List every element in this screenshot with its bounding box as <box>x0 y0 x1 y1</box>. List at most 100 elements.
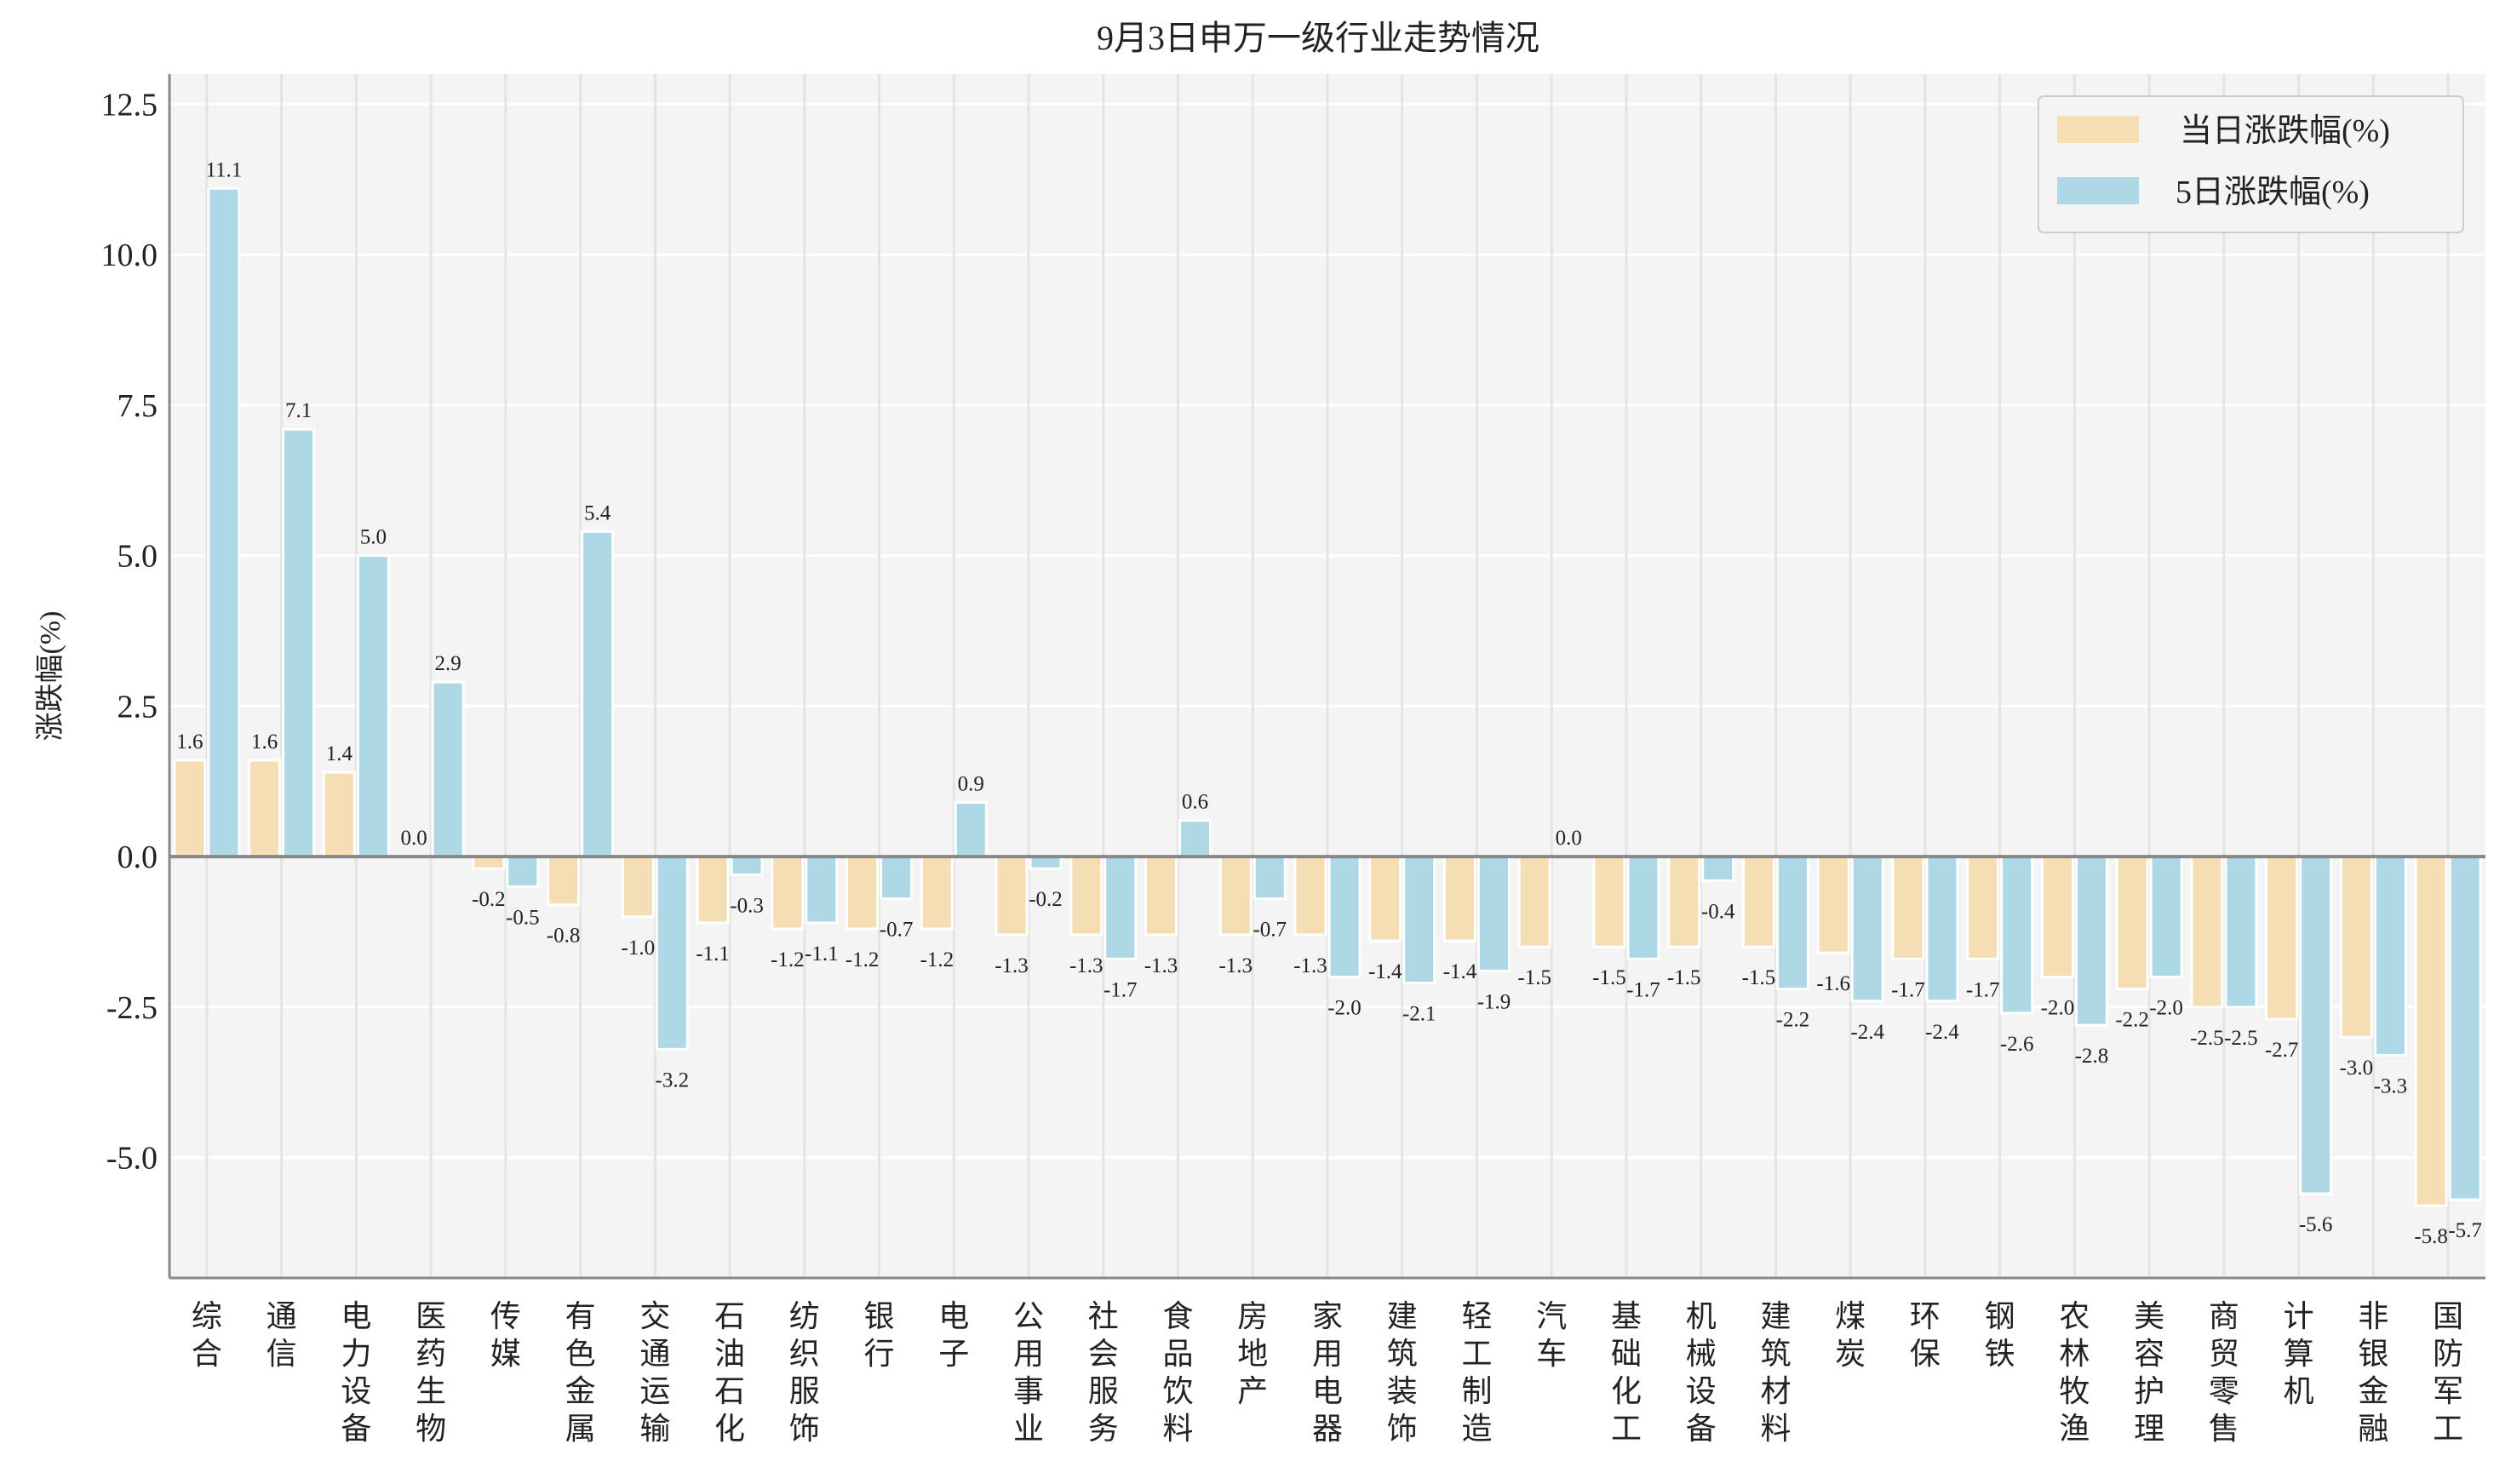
bar-daily <box>547 855 581 907</box>
y-tick-label: 7.5 <box>118 388 158 424</box>
x-tick-label: 通信 <box>267 1299 297 1371</box>
bar-daily <box>846 855 880 931</box>
x-tick-label: 基础化工 <box>1611 1299 1642 1446</box>
x-tick-label: 石油石化 <box>714 1299 745 1446</box>
bar-5day <box>356 554 390 858</box>
value-label: -1.7 <box>1626 978 1660 1001</box>
x-tick-label: 银行 <box>864 1299 895 1371</box>
value-label: -1.1 <box>805 943 839 965</box>
y-ticks: -5.0 -2.5 0.0 2.5 5.0 7.5 10.0 12.5 <box>101 87 158 1176</box>
bar-daily <box>1293 855 1327 937</box>
value-label: -1.9 <box>1477 990 1511 1013</box>
value-label: 11.1 <box>205 158 242 181</box>
bars <box>173 186 2482 1207</box>
value-label: -5.7 <box>2448 1219 2482 1242</box>
x-tick-label: 有色金属 <box>565 1299 596 1446</box>
value-label: -5.6 <box>2299 1213 2333 1236</box>
bar-5day <box>655 855 689 1051</box>
bar-daily <box>2115 855 2149 991</box>
bar-5day <box>805 855 839 925</box>
bar-daily <box>995 855 1029 937</box>
bar-daily <box>2190 855 2224 1009</box>
x-tick-label: 家用电器 <box>1312 1299 1343 1446</box>
value-label: -1.4 <box>1368 960 1402 983</box>
bar-5day <box>2373 855 2407 1057</box>
x-tick-label: 商贸零售 <box>2209 1299 2239 1446</box>
value-label: -2.4 <box>1925 1021 1959 1044</box>
bar-5day <box>1476 855 1511 972</box>
x-tick-label: 农林牧渔 <box>2059 1299 2090 1446</box>
bar-daily <box>322 771 356 858</box>
value-label: -0.2 <box>472 888 506 911</box>
legend-swatch-daily <box>2057 116 2139 143</box>
value-label: -1.5 <box>1742 966 1776 989</box>
bar-daily <box>173 759 207 858</box>
value-label: -0.7 <box>1253 919 1287 942</box>
x-tick-label: 美容护理 <box>2134 1299 2164 1446</box>
x-tick-label: 社会服务 <box>1088 1299 1119 1446</box>
value-label: 0.0 <box>400 827 427 850</box>
value-label: -0.8 <box>547 925 581 948</box>
value-label: 2.9 <box>434 652 461 675</box>
x-tick-label: 公用事业 <box>1013 1299 1044 1446</box>
value-label: -1.5 <box>1517 966 1551 989</box>
value-label: -1.7 <box>1891 978 1925 1001</box>
value-label: -5.8 <box>2414 1225 2448 1248</box>
value-label: 7.1 <box>285 399 312 422</box>
value-label: 0.0 <box>1556 827 1582 850</box>
x-tick-label: 国防军工 <box>2433 1299 2463 1446</box>
value-label: -1.5 <box>1592 966 1626 989</box>
value-label: 1.4 <box>326 742 353 765</box>
value-label: -2.0 <box>2149 997 2183 1020</box>
x-tick-label: 建筑装饰 <box>1387 1299 1418 1446</box>
value-label: 1.6 <box>251 731 278 753</box>
value-label: -1.3 <box>1069 954 1104 977</box>
x-tick-label: 电力设备 <box>341 1299 371 1446</box>
bar-5day <box>1775 855 1809 991</box>
bar-5day <box>1029 855 1063 870</box>
x-tick-label: 医药生物 <box>416 1299 446 1446</box>
y-tick-label: 2.5 <box>118 689 158 725</box>
bar-daily <box>248 759 282 858</box>
x-tick-label: 房地产 <box>1237 1299 1268 1408</box>
value-label: -3.0 <box>2340 1057 2374 1080</box>
x-tick-label: 交通运输 <box>639 1299 670 1446</box>
bar-daily <box>472 855 506 870</box>
value-label: -0.7 <box>880 919 914 942</box>
bar-daily <box>1816 855 1850 954</box>
legend-label-5day: 5日涨跌幅(%) <box>2176 175 2370 210</box>
bar-5day <box>431 680 465 858</box>
bar-5day <box>1402 855 1436 985</box>
value-label: -1.6 <box>1816 972 1850 995</box>
bar-5day <box>2000 855 2034 1015</box>
value-label: -2.2 <box>2115 1009 2149 1032</box>
bar-5day <box>282 427 316 858</box>
bar-daily <box>696 855 730 925</box>
y-tick-label: 12.5 <box>101 87 158 123</box>
bar-daily <box>1592 855 1626 948</box>
bar-5day <box>2074 855 2108 1027</box>
value-labels: 1.6 1.61.40.0-0.2-0.8-1.0 -1.1 -1.2 -1.2 -1.2… <box>176 158 2482 1248</box>
bar-5day <box>2149 855 2183 978</box>
legend: 当日涨跌幅(%) 5日涨跌幅(%) <box>2038 95 2464 233</box>
value-label: -2.4 <box>1850 1021 1884 1044</box>
bar-5day <box>1626 855 1660 960</box>
value-label: -1.3 <box>1144 954 1178 977</box>
bar-5day <box>1925 855 1959 1003</box>
value-label: 1.6 <box>176 731 203 753</box>
bar-5day <box>1178 819 1213 858</box>
x-tick-label: 传媒 <box>490 1299 521 1371</box>
bar-5day <box>2299 855 2333 1195</box>
x-tick-label: 计算机 <box>2284 1299 2314 1408</box>
bar-5day <box>880 855 914 901</box>
value-label: -1.3 <box>1218 954 1253 977</box>
y-tick-label: 10.0 <box>101 238 158 273</box>
value-label: -2.6 <box>2000 1033 2034 1056</box>
bar-daily <box>621 855 655 919</box>
bar-daily <box>1069 855 1104 937</box>
value-label: -1.7 <box>1966 978 2000 1001</box>
value-label: 0.6 <box>1182 791 1208 814</box>
bar-5day <box>506 855 540 888</box>
value-label: -3.3 <box>2374 1074 2408 1097</box>
bar-daily <box>1667 855 1701 948</box>
